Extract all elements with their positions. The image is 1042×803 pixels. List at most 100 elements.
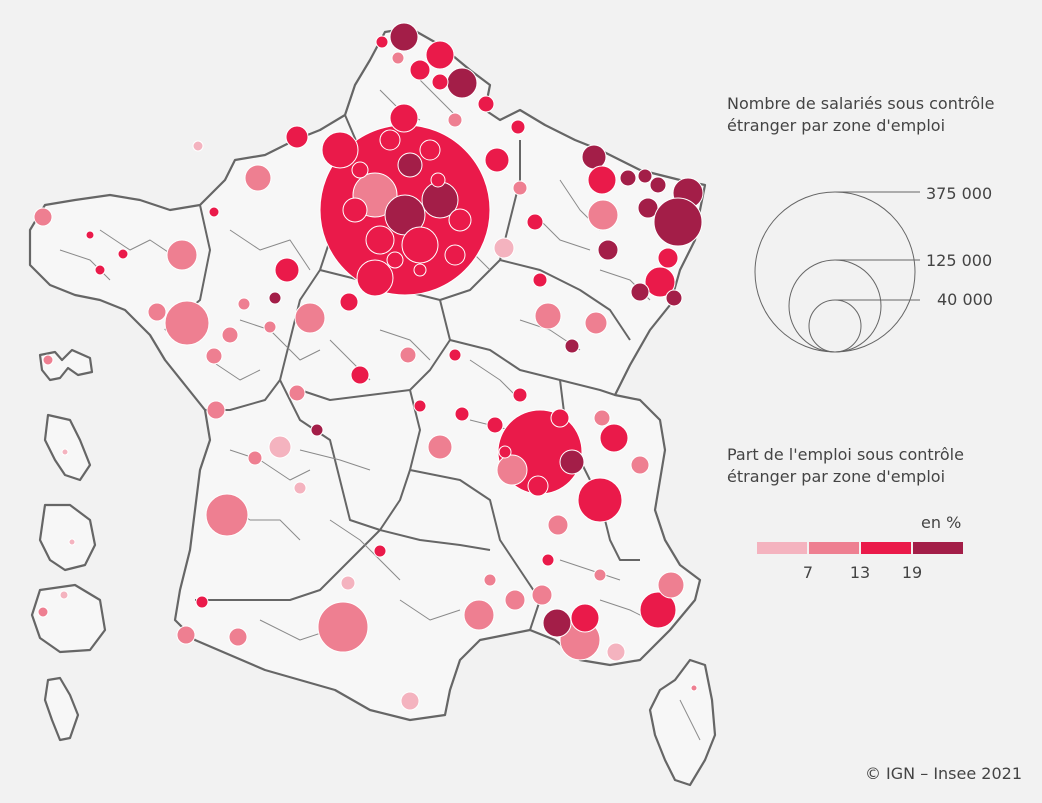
bubble bbox=[532, 272, 548, 288]
bubble bbox=[486, 416, 504, 434]
bubble bbox=[389, 103, 419, 133]
bubble bbox=[379, 129, 401, 151]
bubble bbox=[547, 514, 569, 536]
bubble bbox=[630, 455, 650, 475]
bubble bbox=[285, 125, 309, 149]
bubble bbox=[228, 627, 248, 647]
bubble bbox=[447, 112, 463, 128]
bubble bbox=[637, 168, 653, 184]
bubble bbox=[690, 684, 698, 692]
color-swatch-3 bbox=[861, 542, 911, 554]
bubble bbox=[409, 59, 431, 81]
color-swatch-1 bbox=[757, 542, 807, 554]
bubble bbox=[454, 406, 470, 422]
bubble bbox=[68, 538, 76, 546]
bubble bbox=[431, 73, 449, 91]
bubble bbox=[263, 320, 277, 334]
bubble bbox=[400, 691, 420, 711]
bubble bbox=[195, 595, 209, 609]
source-credit: © IGN – Insee 2021 bbox=[864, 764, 1022, 783]
size-legend-title-line1: Nombre de salariés sous contrôle bbox=[727, 94, 995, 113]
bubble bbox=[559, 449, 585, 475]
bubble bbox=[375, 35, 389, 49]
bubble bbox=[587, 199, 619, 231]
bubble bbox=[147, 302, 167, 322]
bubble bbox=[483, 573, 497, 587]
bubble bbox=[448, 208, 472, 232]
bubble bbox=[526, 213, 544, 231]
bubble bbox=[606, 642, 626, 662]
bubble bbox=[365, 225, 395, 255]
bubble bbox=[399, 346, 417, 364]
bubble bbox=[397, 152, 423, 178]
bubble bbox=[42, 354, 54, 366]
bubble bbox=[448, 348, 462, 362]
bubble bbox=[493, 237, 515, 259]
bubble bbox=[340, 575, 356, 591]
size-legend-circles bbox=[754, 191, 920, 353]
bubble bbox=[244, 164, 272, 192]
bubble bbox=[317, 601, 369, 653]
bubble bbox=[208, 206, 220, 218]
size-legend-value-medium: 125 000 bbox=[926, 251, 993, 270]
bubble bbox=[593, 409, 611, 427]
bubble bbox=[61, 448, 69, 456]
bubble bbox=[512, 180, 528, 196]
size-legend-value-large: 375 000 bbox=[926, 184, 993, 203]
bubble bbox=[342, 197, 368, 223]
bubble bbox=[268, 291, 282, 305]
bubble bbox=[541, 553, 555, 567]
bubble bbox=[205, 347, 223, 365]
bubble bbox=[430, 172, 446, 188]
color-legend-title-line2: étranger par zone d'emploi bbox=[727, 467, 946, 486]
bubble bbox=[321, 131, 359, 169]
bubble bbox=[413, 399, 427, 413]
bubble bbox=[657, 571, 685, 599]
bubble bbox=[350, 365, 370, 385]
bubble bbox=[463, 599, 495, 631]
bubble bbox=[597, 239, 619, 261]
bubble bbox=[33, 207, 53, 227]
reunion-outline bbox=[30, 583, 107, 654]
bubble bbox=[389, 22, 419, 52]
color-swatch-4 bbox=[913, 542, 963, 554]
bubble bbox=[176, 625, 196, 645]
bubble bbox=[630, 282, 650, 302]
martinique-outline bbox=[43, 413, 92, 482]
bubble bbox=[288, 384, 306, 402]
guyane-outline bbox=[38, 503, 97, 572]
bubble bbox=[512, 387, 528, 403]
size-legend-circle-large bbox=[754, 191, 916, 353]
bubble bbox=[37, 606, 49, 618]
corsica-outline bbox=[648, 658, 717, 787]
bubble bbox=[665, 289, 683, 307]
bubble bbox=[192, 140, 204, 152]
bubble bbox=[373, 544, 387, 558]
bubble bbox=[593, 568, 607, 582]
bubble bbox=[351, 161, 369, 179]
bubble bbox=[205, 493, 249, 537]
size-legend-circle-medium bbox=[788, 259, 882, 353]
bubble bbox=[639, 591, 677, 629]
bubble bbox=[599, 423, 629, 453]
bubble bbox=[268, 435, 292, 459]
bubble bbox=[446, 67, 478, 99]
bubble bbox=[274, 257, 300, 283]
bubble bbox=[657, 247, 679, 269]
bubble bbox=[542, 608, 572, 638]
bubble bbox=[386, 251, 404, 269]
bubble bbox=[164, 300, 210, 346]
bubble bbox=[644, 266, 676, 298]
bubble bbox=[339, 292, 359, 312]
color-legend-title: Part de l'emploi sous contrôle étranger … bbox=[727, 444, 964, 488]
bubble bbox=[498, 445, 512, 459]
size-legend-title-line2: étranger par zone d'emploi bbox=[727, 116, 946, 135]
mayotte-outline bbox=[43, 676, 80, 742]
bubble bbox=[527, 475, 549, 497]
bubble bbox=[293, 481, 307, 495]
bubble bbox=[564, 338, 580, 354]
color-legend-tick-13: 13 bbox=[849, 563, 871, 582]
bubble bbox=[534, 302, 562, 330]
bubble bbox=[94, 264, 106, 276]
